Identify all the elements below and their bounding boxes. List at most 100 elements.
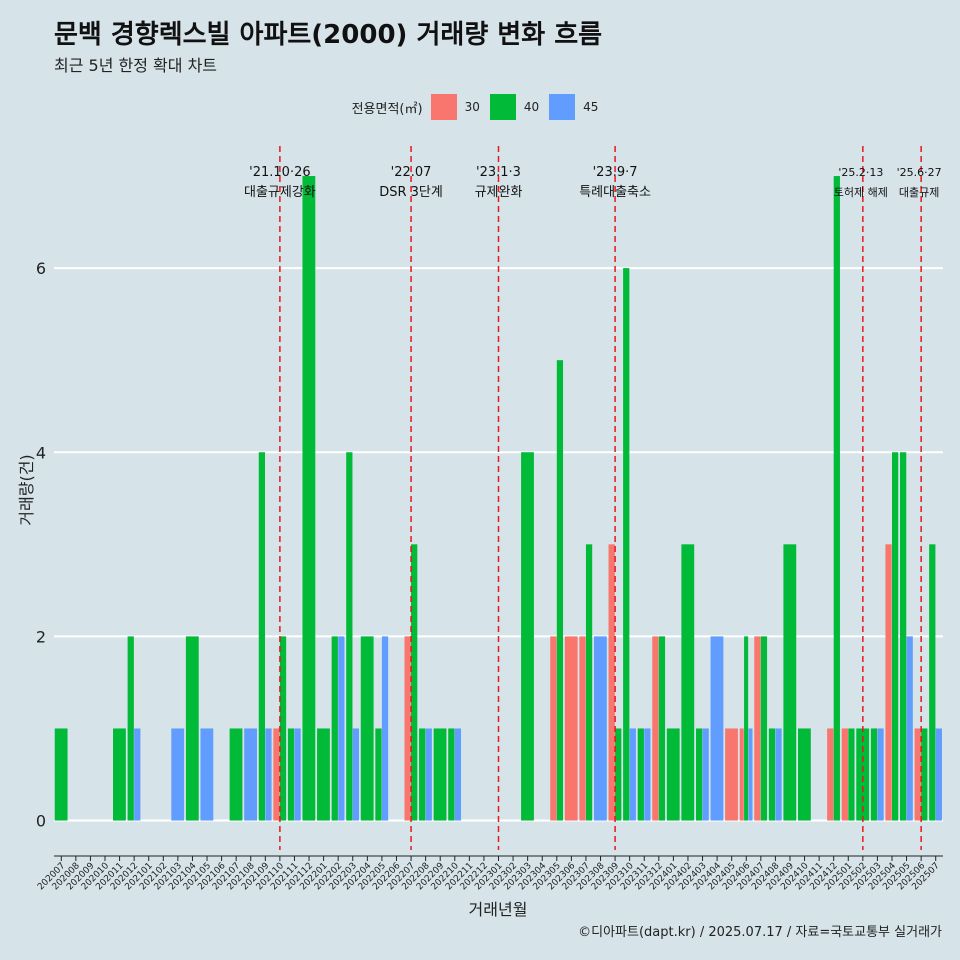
bar-202405-30 xyxy=(725,728,738,821)
bar-202111-45 xyxy=(294,728,301,821)
y-tick-label-4: 4 xyxy=(36,443,46,462)
bar-202408-40 xyxy=(768,728,776,821)
bar-202208-40 xyxy=(419,728,426,821)
event-label-202207: DSR 3단계 xyxy=(379,185,443,200)
bar-202011-40 xyxy=(113,728,126,821)
bar-202105-45 xyxy=(200,728,214,821)
bar-202012-45 xyxy=(134,728,141,821)
bar-202205-45 xyxy=(381,636,389,821)
bar-202110-40 xyxy=(279,636,287,821)
event-date-202207: '22.07 xyxy=(391,165,432,180)
bar-202407-40 xyxy=(760,636,768,821)
bar-202501-40 xyxy=(848,728,855,821)
legend-title: 전용면적(㎡) xyxy=(351,101,423,117)
event-date-202309: '23.9·7 xyxy=(593,165,638,180)
bar-202109-40 xyxy=(258,452,266,821)
bar-202108-45 xyxy=(244,728,258,821)
legend-swatch-30 xyxy=(430,94,457,120)
bar-202404-45 xyxy=(710,636,724,821)
y-tick-label-0: 0 xyxy=(36,812,46,831)
bar-202109-45 xyxy=(265,728,272,821)
bar-202408-45 xyxy=(775,728,782,821)
bar-202111-40 xyxy=(287,728,295,821)
bar-202202-45 xyxy=(338,636,345,821)
event-date-202506: '25.6·27 xyxy=(897,166,942,179)
bar-202104-40 xyxy=(185,636,199,821)
bar-202502-40 xyxy=(856,728,870,821)
bar-202210-45 xyxy=(454,728,462,821)
legend: 전용면적(㎡) 30 40 45 xyxy=(0,93,960,121)
bar-202312-40 xyxy=(658,636,666,821)
event-label-202110: 대출규제강화 xyxy=(244,185,316,200)
legend-label-45: 45 xyxy=(583,100,599,114)
event-label-202506: 대출규제 xyxy=(899,186,939,199)
bars xyxy=(54,176,942,821)
bar-202403-45 xyxy=(702,728,709,821)
y-tick-label-6: 6 xyxy=(36,259,46,278)
event-date-202110: '21.10·26 xyxy=(249,165,310,180)
bar-202209-40 xyxy=(433,728,447,821)
bar-202506-30 xyxy=(914,728,921,821)
bar-202208-45 xyxy=(425,728,432,821)
bar-202503-40 xyxy=(870,728,878,821)
bar-202506-40 xyxy=(921,728,928,821)
bar-202207-30 xyxy=(404,636,411,821)
legend-item-45: 45 xyxy=(549,94,598,120)
bar-202110-30 xyxy=(273,728,280,821)
event-date-202502: '25.2·13 xyxy=(838,166,883,179)
bar-202202-40 xyxy=(331,636,338,821)
bar-202309-40 xyxy=(615,728,622,821)
bar-202309-30 xyxy=(608,544,615,821)
bar-202306-30 xyxy=(564,636,578,821)
bar-202412-40 xyxy=(833,176,840,821)
bar-202403-40 xyxy=(695,728,703,821)
bar-202402-40 xyxy=(681,544,695,821)
bar-202305-40 xyxy=(556,360,564,821)
bar-202307-40 xyxy=(585,544,593,821)
bar-202205-40 xyxy=(375,728,382,821)
bar-202107-40 xyxy=(229,728,243,821)
bar-202410-40 xyxy=(797,728,811,821)
y-axis: 0 2 4 6 xyxy=(36,259,46,830)
y-tick-label-2: 2 xyxy=(36,627,46,646)
bar-202103-45 xyxy=(171,728,185,821)
bar-202412-30 xyxy=(827,728,834,821)
event-label-202502: 토허제 해제 xyxy=(834,185,888,199)
event-date-202301: '23.1·3 xyxy=(476,165,521,180)
bar-202505-40 xyxy=(900,452,907,821)
bar-202407-30 xyxy=(754,636,761,821)
legend-label-30: 30 xyxy=(464,100,480,114)
bar-202007-40 xyxy=(54,728,68,821)
bar-202406-40 xyxy=(744,636,749,821)
chart-subtitle: 최근 5년 한정 확대 차트 xyxy=(54,56,218,75)
bar-202207-40 xyxy=(411,544,418,821)
bar-202401-40 xyxy=(666,728,680,821)
legend-item-30: 30 xyxy=(430,94,480,120)
bar-202203-40 xyxy=(346,452,353,821)
bar-202507-40 xyxy=(929,544,936,821)
bar-202201-40 xyxy=(317,728,330,821)
source-caption: ©디아파트(dapt.kr) / 2025.07.17 / 자료=국토교통부 실… xyxy=(578,925,942,940)
bar-202311-40 xyxy=(637,728,644,821)
bar-202409-40 xyxy=(783,544,797,821)
bar-202501-30 xyxy=(841,728,848,821)
bar-202204-40 xyxy=(360,636,374,821)
bar-202507-45 xyxy=(935,728,942,821)
bar-202406-30 xyxy=(739,728,744,821)
bar-202210-40 xyxy=(448,728,455,821)
legend-swatch-40 xyxy=(489,94,516,120)
chart-title: 문백 경향렉스빌 아파트(2000) 거래량 변화 흐름 xyxy=(54,20,603,50)
y-axis-title: 거래량(건) xyxy=(17,454,36,525)
bar-202112-40 xyxy=(302,176,316,821)
bar-202305-30 xyxy=(550,636,557,821)
legend-item-40: 40 xyxy=(489,94,540,120)
x-axis: 2020072020082020092020102020112020122021… xyxy=(36,855,943,892)
bar-202303-40 xyxy=(521,452,534,821)
bar-202504-30 xyxy=(885,544,892,821)
event-lines: '21.10·26 대출규제강화 '22.07 DSR 3단계 '23.1·3 규제완화 '… xyxy=(244,146,942,850)
legend-label-40: 40 xyxy=(523,100,540,114)
bar-202503-45 xyxy=(877,728,884,821)
bar-202012-40 xyxy=(127,636,134,821)
bar-202504-40 xyxy=(891,452,899,821)
